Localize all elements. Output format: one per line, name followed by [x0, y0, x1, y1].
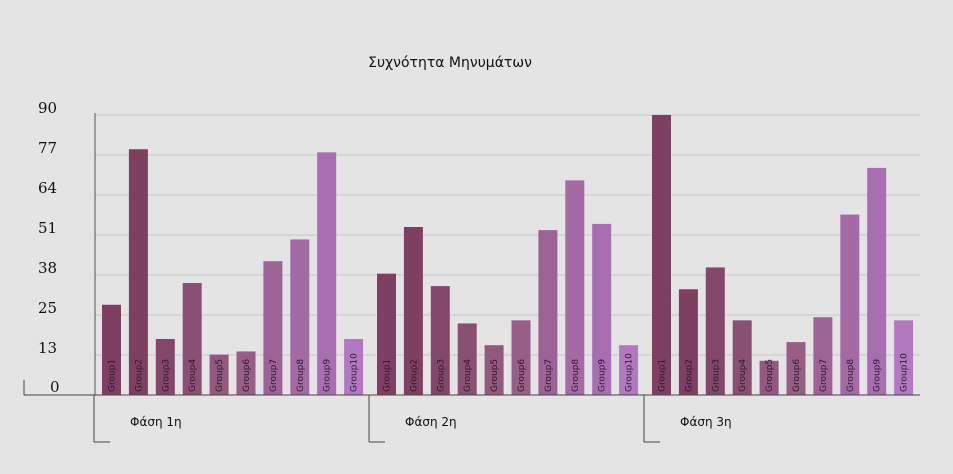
axes	[23, 113, 920, 443]
bar-label: Group2	[134, 359, 144, 392]
bar	[102, 304, 121, 395]
bar	[317, 152, 337, 395]
bar	[786, 342, 806, 395]
bar	[344, 339, 364, 395]
gridlines	[95, 114, 920, 356]
bar	[155, 339, 175, 395]
bar-label: Group2	[409, 359, 419, 392]
bar-label: Group3	[161, 359, 171, 392]
bar-label: Group3	[436, 359, 446, 392]
bar	[430, 286, 450, 395]
labels: 90 77 64 51 38 25 13 0 Group1 Group2 Group3 Group4 G…	[38, 99, 910, 429]
y-tick-label: 77	[38, 139, 57, 157]
bar	[678, 289, 698, 395]
bar-label: Group9	[598, 359, 608, 392]
bar	[705, 267, 725, 395]
y-tick-label: 51	[38, 219, 57, 237]
bar-label: Group1	[108, 359, 118, 392]
bar	[565, 180, 585, 395]
group-label: Φάση 3η	[680, 415, 732, 429]
bar	[652, 115, 671, 395]
bar	[894, 320, 914, 395]
bar	[813, 317, 833, 395]
bar-label: Group6	[242, 359, 252, 392]
bar	[377, 273, 396, 395]
bar-label: Group5	[765, 359, 775, 392]
group-label: Φάση 2η	[405, 415, 457, 429]
bar-label: Group1	[383, 359, 393, 392]
bar	[619, 345, 639, 395]
bar-label: Group4	[738, 359, 748, 392]
bar-label: Group7	[544, 359, 554, 392]
bar-label: Group9	[873, 359, 883, 392]
y-tick-label: 90	[38, 99, 57, 117]
group-label: Φάση 1η	[130, 415, 182, 429]
bar	[867, 167, 887, 395]
bar-label: Group8	[571, 359, 581, 392]
bar-label: Group7	[269, 359, 279, 392]
bar	[511, 320, 531, 395]
bar	[182, 283, 202, 395]
bar	[457, 323, 477, 395]
bar-label: Group8	[296, 359, 306, 392]
bar	[263, 261, 283, 395]
bar-label: Group4	[463, 359, 473, 392]
bar-label: Group2	[684, 359, 694, 392]
y-tick-label: 64	[38, 179, 57, 197]
bar-label: Group4	[188, 359, 198, 392]
bar	[592, 223, 612, 395]
bar-label: Group10	[350, 353, 360, 392]
bars	[102, 115, 914, 395]
bar-label: Group7	[819, 359, 829, 392]
bar-label: Group6	[792, 359, 802, 392]
chart-title: Συχνότητα Μηνυμάτων	[368, 55, 532, 71]
bar-label: Group8	[846, 359, 856, 392]
y-tick-label: 13	[38, 339, 57, 357]
y-tick-label: 38	[38, 259, 57, 277]
bar	[236, 351, 256, 395]
bar	[484, 345, 504, 395]
bar-label: Group10	[900, 353, 910, 392]
bar-label: Group5	[490, 359, 500, 392]
bar-label: Group1	[658, 359, 668, 392]
bar	[128, 149, 148, 395]
bar	[732, 320, 752, 395]
bar-label: Group10	[625, 353, 635, 392]
bar-label: Group6	[517, 359, 527, 392]
bar-label: Group3	[711, 359, 721, 392]
y-tick-label: 25	[38, 299, 57, 317]
bar	[538, 230, 558, 395]
bar	[403, 227, 423, 395]
bar	[209, 354, 229, 395]
y-tick-label: 0	[50, 378, 60, 396]
bar	[840, 214, 860, 395]
bar-label: Group5	[215, 359, 225, 392]
bar-label: Group9	[323, 359, 333, 392]
bar	[759, 360, 779, 395]
bar	[290, 239, 310, 395]
